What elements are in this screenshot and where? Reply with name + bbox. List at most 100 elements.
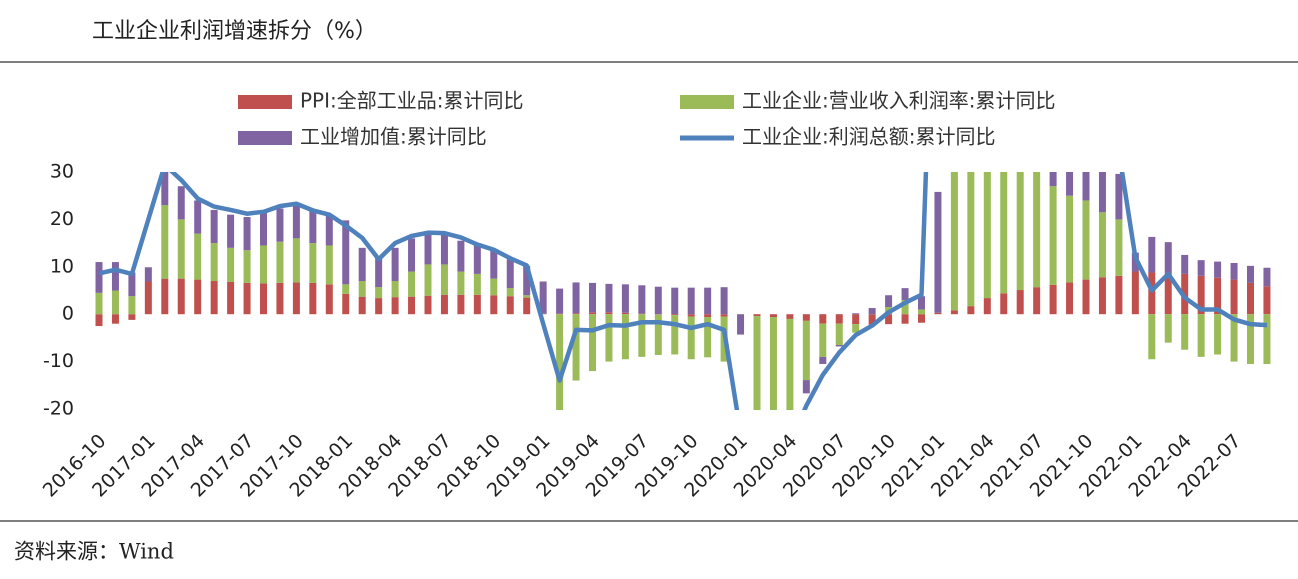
bar (440, 264, 448, 295)
bar (1017, 49, 1024, 124)
bar (276, 208, 284, 242)
bar (1131, 271, 1139, 315)
bar (128, 296, 136, 315)
bar (967, 0, 974, 22)
bar (786, 314, 794, 319)
bar (819, 314, 827, 324)
bar (720, 287, 728, 315)
bar (506, 296, 514, 315)
bar (589, 282, 596, 313)
bar (901, 288, 909, 300)
bar (375, 287, 383, 299)
bar (227, 247, 235, 282)
bar (490, 249, 498, 279)
legend-swatch (238, 131, 292, 145)
bar (424, 233, 432, 265)
bar (638, 314, 646, 357)
bar (802, 320, 810, 381)
bar (276, 241, 284, 283)
bar (408, 271, 416, 297)
bar (243, 282, 251, 315)
bar (802, 314, 810, 321)
bar (704, 314, 712, 318)
bar (1214, 314, 1222, 355)
bar (1082, 279, 1090, 315)
bar (1098, 172, 1106, 213)
bar (95, 314, 103, 327)
bar (424, 295, 432, 315)
bar (967, 172, 975, 307)
bar (210, 243, 218, 282)
bar (835, 314, 843, 324)
bar (572, 314, 580, 381)
bar (128, 272, 136, 297)
legend-label: PPI:全部工业品:累计同比 (300, 89, 524, 113)
bar (457, 240, 465, 272)
bar (1066, 172, 1074, 196)
bar (638, 285, 646, 314)
bar (1230, 279, 1238, 315)
bar (1197, 260, 1205, 276)
bar (309, 243, 317, 283)
bar (1066, 282, 1074, 315)
bar (194, 200, 202, 234)
bar (918, 314, 925, 323)
bar (868, 308, 876, 315)
bar (506, 259, 514, 289)
bar (292, 238, 300, 283)
bar (687, 287, 695, 315)
bar (671, 287, 679, 315)
bar (1148, 272, 1156, 315)
bar (934, 312, 942, 315)
bar (950, 310, 958, 315)
bar (325, 214, 333, 246)
bar (769, 314, 777, 318)
bar (984, 0, 991, 61)
legend-swatch (680, 95, 734, 109)
bar (687, 316, 695, 360)
bar (654, 314, 662, 355)
bar (1197, 275, 1205, 315)
bar (1000, 172, 1008, 294)
bar (852, 324, 860, 333)
bar (276, 282, 284, 315)
bar (490, 278, 498, 296)
bar (605, 312, 613, 315)
bar (260, 245, 267, 284)
bar (835, 345, 843, 347)
bar (144, 281, 152, 315)
bar (983, 298, 991, 315)
source: 资料来源：Wind (14, 540, 174, 564)
bar (918, 296, 925, 310)
bar (1148, 314, 1156, 360)
bar (144, 267, 152, 282)
bar (654, 286, 662, 315)
bar (177, 278, 185, 315)
bar (161, 172, 169, 206)
bar (1049, 186, 1057, 285)
bar (1164, 272, 1172, 315)
bar (1115, 173, 1123, 220)
bar (95, 292, 103, 315)
bar (835, 323, 843, 346)
bar (177, 186, 185, 220)
bar (391, 247, 399, 282)
bar (621, 314, 629, 360)
bar (161, 278, 169, 315)
bar (1247, 314, 1254, 364)
bar (111, 290, 119, 315)
bar (243, 217, 251, 251)
bar (177, 219, 185, 279)
bar (769, 317, 777, 410)
bar (753, 314, 761, 317)
bar (1033, 172, 1041, 288)
bar (1164, 314, 1172, 343)
bar (358, 296, 366, 315)
bar (95, 262, 103, 293)
bar (967, 306, 975, 315)
bar (1263, 286, 1271, 315)
bar (1082, 200, 1090, 280)
bar (572, 313, 580, 315)
bar (786, 318, 794, 410)
bar (1082, 172, 1090, 201)
